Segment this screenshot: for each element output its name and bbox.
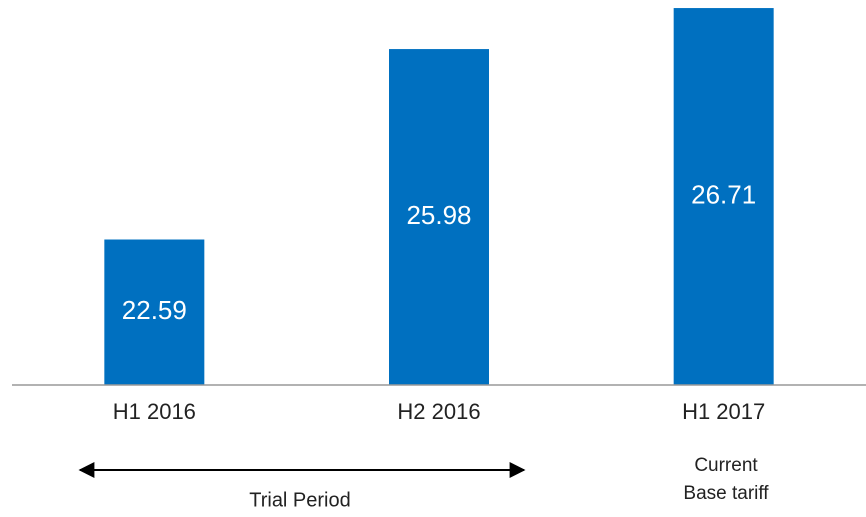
value-label: 26.71	[691, 179, 756, 209]
annotation: Trial Period	[249, 489, 351, 511]
bar	[389, 49, 489, 386]
annotation: Base tariff	[683, 483, 769, 504]
value-label: 22.59	[122, 295, 187, 325]
annotation: Current	[694, 455, 758, 476]
bar	[673, 8, 774, 386]
x-tick-label: H1 2016	[113, 399, 196, 424]
x-tick-label: H2 2016	[397, 399, 480, 424]
value-label: 25.98	[406, 200, 471, 230]
x-tick-label: H1 2017	[682, 399, 765, 424]
bar	[104, 239, 205, 385]
